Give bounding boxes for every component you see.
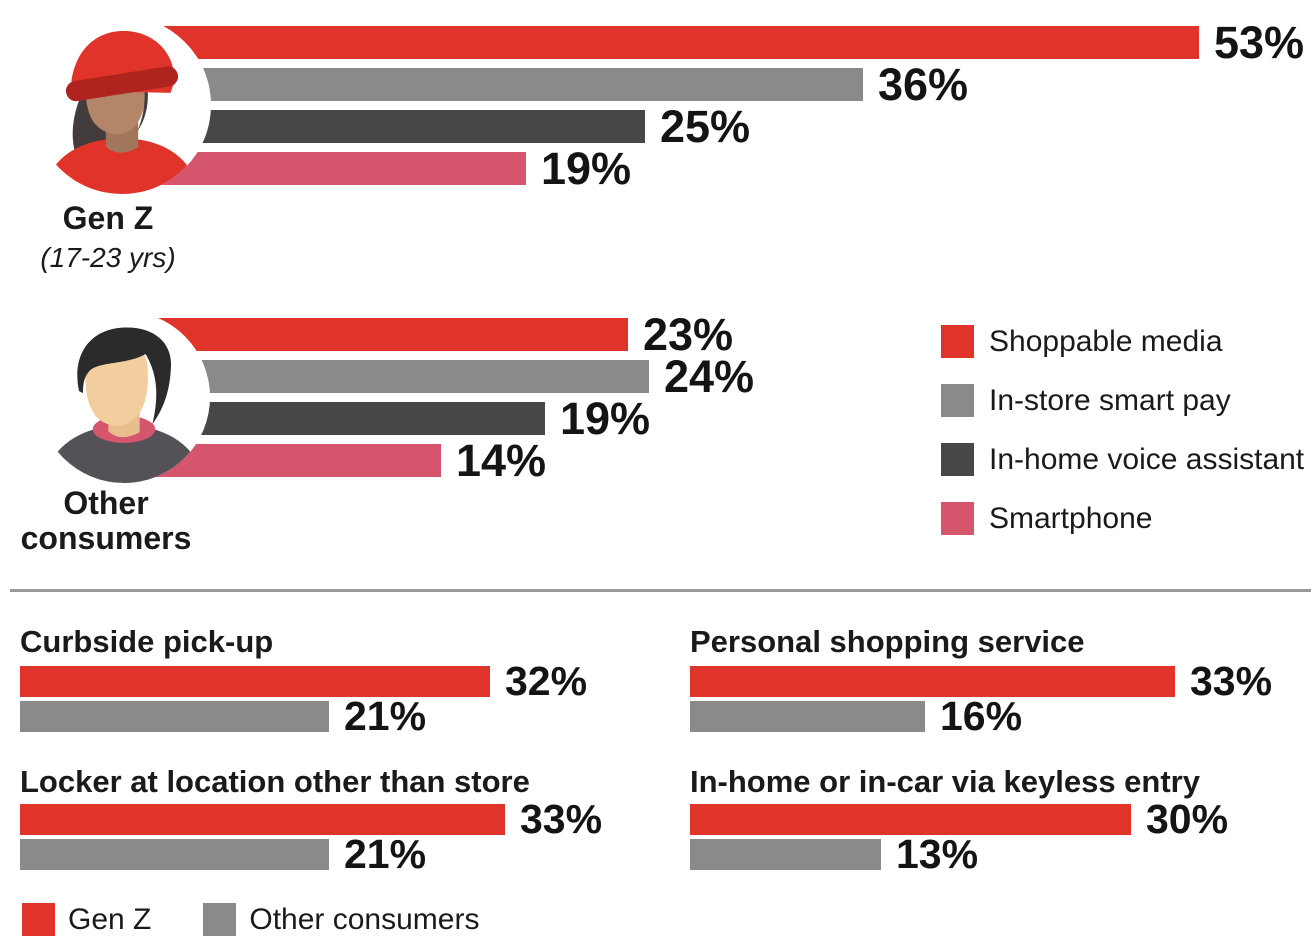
legend-item-instore-smart-pay: In-store smart pay	[941, 384, 1304, 417]
panel-title-locker: Locker at location other than store	[20, 764, 530, 799]
bar-genz-inhome-voice-assistant	[150, 110, 645, 143]
legend-swatch-red	[941, 325, 974, 358]
bar-personal-shopping-genz	[690, 666, 1175, 697]
bar-value-label: 14%	[456, 434, 547, 486]
bar-row: 53%	[150, 17, 1304, 68]
legend-label: In-store smart pay	[989, 383, 1231, 417]
bar-value-label: 19%	[541, 142, 632, 194]
genz-age-range: (17-23 yrs)	[40, 242, 176, 273]
other-name-line2: consumers	[20, 520, 192, 556]
legend-swatch-gray	[941, 384, 974, 417]
top-legend: Shoppable media In-store smart pay In-ho…	[941, 325, 1304, 561]
bar-other-instore-smart-pay	[150, 360, 649, 393]
bottom-legend: Gen Z Other consumers	[22, 903, 479, 936]
bar-value-label: 23%	[643, 308, 734, 360]
bar-curbside-other	[20, 701, 329, 732]
legend-swatch-pink	[941, 502, 974, 535]
other-consumers-avatar	[38, 311, 210, 483]
genz-name: Gen Z	[62, 200, 154, 236]
genz-group-label: Gen Z (17-23 yrs)	[8, 201, 208, 275]
bar-value-label: 53%	[1214, 16, 1305, 68]
bar-row: 21%	[20, 831, 426, 877]
bar-row: 14%	[150, 435, 546, 486]
bar-genz-smartphone	[150, 152, 526, 185]
legend-swatch-gray	[203, 903, 237, 936]
bar-row: 36%	[150, 59, 968, 110]
bar-value-label: 24%	[664, 350, 755, 402]
bar-genz-instore-smart-pay	[150, 68, 863, 101]
legend-swatch-red	[22, 903, 55, 936]
bar-row: 33%	[20, 796, 602, 842]
bar-value-label: 30%	[1146, 796, 1229, 842]
bar-row: 25%	[150, 101, 750, 152]
other-person-icon	[38, 311, 210, 483]
bar-value-label: 21%	[344, 693, 427, 739]
bar-value-label: 32%	[505, 658, 588, 704]
legend-item-smartphone: Smartphone	[941, 502, 1304, 535]
other-name-line1: Other	[63, 485, 149, 521]
bar-row: 21%	[20, 693, 426, 739]
bar-row: 13%	[690, 831, 978, 877]
bar-value-label: 21%	[344, 831, 427, 877]
genz-person-icon	[33, 16, 211, 194]
panel-title-personal-shopping: Personal shopping service	[690, 624, 1085, 659]
legend-item-other-consumers: Other consumers	[203, 903, 479, 936]
section-divider	[10, 589, 1311, 592]
bar-locker-other	[20, 839, 329, 870]
legend-item-inhome-voice-assistant: In-home voice assistant	[941, 443, 1304, 476]
bar-other-inhome-voice-assistant	[150, 402, 545, 435]
bar-row: 24%	[150, 351, 754, 402]
bar-value-label: 33%	[520, 796, 603, 842]
bar-value-label: 36%	[878, 58, 969, 110]
legend-label: In-home voice assistant	[989, 442, 1305, 476]
bar-personal-shopping-other	[690, 701, 925, 732]
bar-row: 19%	[150, 143, 631, 194]
bar-value-label: 33%	[1190, 658, 1273, 704]
bar-row: 16%	[690, 693, 1022, 739]
bar-other-shoppable-media	[150, 318, 628, 351]
bar-locker-genz	[20, 804, 505, 835]
bar-curbside-genz	[20, 666, 490, 697]
legend-label: Gen Z	[68, 902, 152, 936]
genz-avatar	[33, 16, 211, 194]
legend-label: Smartphone	[989, 501, 1153, 535]
bar-value-label: 19%	[560, 392, 651, 444]
legend-swatch-dark-gray	[941, 443, 974, 476]
bar-keyless-other	[690, 839, 881, 870]
bar-row: 19%	[150, 393, 650, 444]
legend-label: Shoppable media	[989, 324, 1223, 358]
panel-title-keyless-entry: In-home or in-car via keyless entry	[690, 764, 1200, 799]
other-group-label: Other consumers	[0, 486, 212, 556]
bar-keyless-genz	[690, 804, 1131, 835]
bar-value-label: 25%	[660, 100, 751, 152]
legend-item-genz: Gen Z	[22, 903, 151, 936]
bar-row: 33%	[690, 658, 1272, 704]
legend-item-shoppable-media: Shoppable media	[941, 325, 1304, 358]
bar-value-label: 16%	[940, 693, 1023, 739]
bar-row: 23%	[150, 309, 733, 360]
legend-label: Other consumers	[249, 902, 480, 936]
bar-genz-shoppable-media	[150, 26, 1199, 59]
panel-title-curbside-pickup: Curbside pick-up	[20, 624, 274, 659]
bar-other-smartphone	[150, 444, 441, 477]
bar-row: 32%	[20, 658, 587, 704]
bar-value-label: 13%	[896, 831, 979, 877]
bar-row: 30%	[690, 796, 1228, 842]
